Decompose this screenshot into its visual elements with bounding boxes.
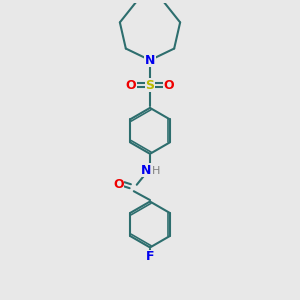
Text: N: N bbox=[145, 54, 155, 67]
Text: S: S bbox=[146, 79, 154, 92]
Text: H: H bbox=[152, 166, 161, 176]
Text: F: F bbox=[146, 250, 154, 263]
Text: N: N bbox=[141, 164, 152, 176]
Text: O: O bbox=[113, 178, 124, 191]
Text: O: O bbox=[125, 79, 136, 92]
Text: O: O bbox=[164, 79, 175, 92]
